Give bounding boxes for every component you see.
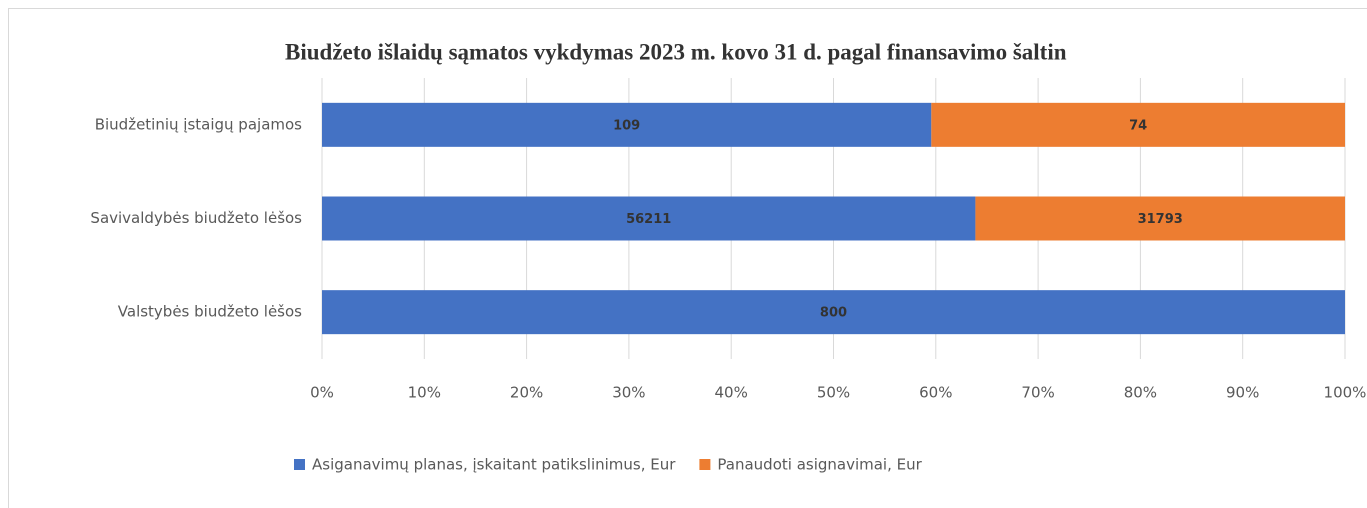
legend-label: Panaudoti asignavimai, Eur <box>717 456 922 474</box>
data-label: 74 <box>1129 118 1147 133</box>
bar-segment <box>931 102 1345 147</box>
x-tick-label: 100% <box>1324 384 1367 402</box>
chart-frame <box>8 8 1367 508</box>
bar-segment <box>322 196 976 241</box>
legend-label: Asiganavimų planas, įskaitant patikslini… <box>312 456 676 474</box>
x-tick-label: 60% <box>919 384 952 402</box>
bar-segment <box>322 102 932 147</box>
y-tick-label: Valstybės biudžeto lėšos <box>118 303 302 321</box>
x-tick-label: 80% <box>1124 384 1157 402</box>
x-tick-label: 10% <box>408 384 441 402</box>
x-tick-label: 0% <box>310 384 334 402</box>
bar-segment <box>975 196 1345 241</box>
legend-swatch <box>699 459 711 470</box>
x-tick-label: 50% <box>817 384 850 402</box>
y-tick-label: Savivaldybės biudžeto lėšos <box>90 209 302 227</box>
x-tick-label: 70% <box>1021 384 1054 402</box>
data-label: 31793 <box>1138 212 1183 227</box>
data-label: 800 <box>820 306 847 321</box>
x-tick-label: 20% <box>510 384 543 402</box>
y-tick-label: Biudžetinių įstaigų pajamos <box>95 115 302 133</box>
x-tick-label: 90% <box>1226 384 1259 402</box>
bar-segment <box>322 290 1345 335</box>
data-label: 56211 <box>626 212 671 227</box>
x-tick-label: 30% <box>612 384 645 402</box>
data-label: 109 <box>613 118 640 133</box>
x-tick-label: 40% <box>715 384 748 402</box>
chart-title: Biudžeto išlaidų sąmatos vykdymas 2023 m… <box>285 39 1067 64</box>
legend-swatch <box>294 459 305 470</box>
